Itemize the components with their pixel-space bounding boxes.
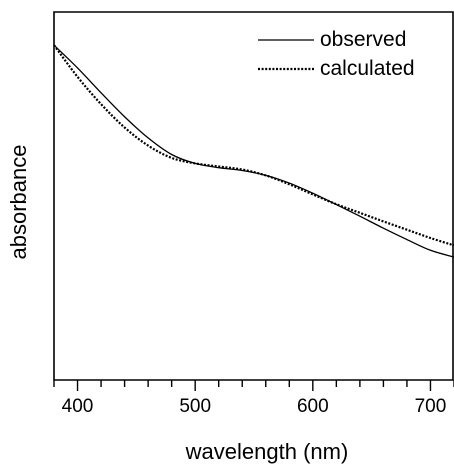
plot-frame <box>53 11 454 381</box>
legend-label-observed: observed <box>320 28 406 51</box>
y-axis-title: absorbance <box>6 145 31 260</box>
x-tick-label: 400 <box>62 396 94 417</box>
x-tick-label: 500 <box>179 396 211 417</box>
series-layer <box>53 44 454 258</box>
legend: observed calculated <box>258 28 415 80</box>
axes: 400 500 600 700 <box>53 11 454 417</box>
series-calculated <box>53 44 454 247</box>
x-axis-title: wavelength (nm) <box>185 439 349 464</box>
x-tick-label: 600 <box>297 396 329 417</box>
x-tick-label: 700 <box>415 396 447 417</box>
legend-label-calculated: calculated <box>320 57 415 80</box>
